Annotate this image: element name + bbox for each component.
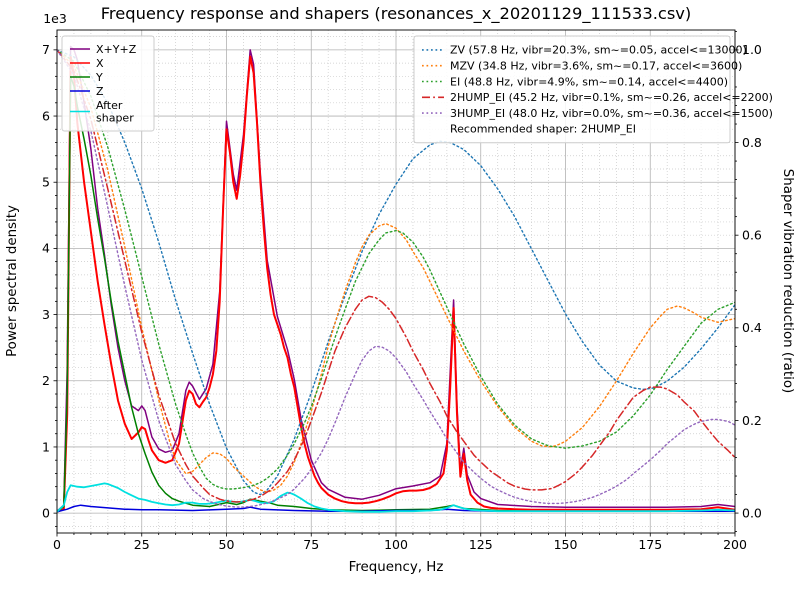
y-left-tick-label: 0 [42,505,50,520]
y-right-tick-label: 0.4 [742,320,762,335]
y-right-tick-label: 1.0 [742,42,762,57]
x-tick-label: 150 [554,537,578,552]
y-left-tick-label: 3 [42,307,50,322]
x-tick-label: 100 [384,537,408,552]
chart-render-root: 0 25 50 75 100 125 150 175 200 0 1 2 3 4 5 6 7 0.0 0.2 0.4 0… [42,29,773,552]
legend-label: Y [95,71,103,84]
series-y [57,75,735,513]
y-left-tick-label: 2 [42,373,50,388]
x-tick-label: 125 [469,537,493,552]
legend-label: Z [96,85,104,98]
y-axis-label-right: Shaper vibration reduction (ratio) [780,169,795,393]
axis-ticks: 0 25 50 75 100 125 150 175 200 0 1 2 3 4 5 6 7 0.0 0.2 0.4 0… [42,30,762,552]
series-3hump-ei [57,49,735,508]
y-left-tick-label: 1 [42,439,50,454]
legend-label: X [96,57,104,70]
legend-note: Recommended shaper: 2HUMP_EI [450,123,636,136]
y-left-tick-label: 7 [42,42,50,57]
y-right-tick-label: 0.0 [742,505,762,520]
series-ei [57,49,735,490]
y-axis-label-left: Power spectral density [5,205,20,357]
legend-label: EI (48.8 Hz, vibr=4.9%, sm~=0.14, accel<… [450,75,728,88]
series-zv [57,49,735,496]
left-axis-multiplier: 1e3 [43,11,67,26]
legend-label: After [96,99,123,112]
x-tick-label: 200 [723,537,747,552]
y-left-tick-label: 4 [42,241,50,256]
series-2hump-ei [57,49,735,503]
x-tick-label: 50 [219,537,235,552]
x-tick-label: 25 [134,537,150,552]
legend-shapers: ZV (57.8 Hz, vibr=20.3%, sm~=0.05, accel… [413,35,773,144]
series-after-shaper [57,482,735,513]
x-tick-label: 175 [638,537,662,552]
y-left-tick-label: 6 [42,108,50,123]
legend-shapers-frame [413,35,731,144]
y-right-tick-label: 0.6 [742,227,762,242]
legend-label: ZV (57.8 Hz, vibr=20.3%, sm~=0.05, accel… [450,44,747,57]
x-tick-label: 75 [303,537,319,552]
chart-title: Frequency response and shapers (resonanc… [101,4,692,24]
legend-label: 3HUMP_EI (48.0 Hz, vibr=0.0%, sm~=0.36, … [450,107,773,120]
y-left-tick-label: 5 [42,175,50,190]
series-group [57,45,735,513]
legend-label: MZV (34.8 Hz, vibr=3.6%, sm~=0.17, accel… [450,60,742,73]
legend-label: shaper [96,112,134,125]
y-right-tick-label: 0.8 [742,135,762,150]
legend-label: 2HUMP_EI (45.2 Hz, vibr=0.1%, sm~=0.26, … [450,91,773,104]
series-x [57,55,735,513]
series-mzv [57,49,735,493]
legend-label: X+Y+Z [96,43,137,56]
legend-psd-frame [61,35,155,132]
x-tick-label: 0 [53,537,61,552]
x-axis-label: Frequency, Hz [349,560,444,575]
y-right-tick-label: 0.2 [742,413,762,428]
